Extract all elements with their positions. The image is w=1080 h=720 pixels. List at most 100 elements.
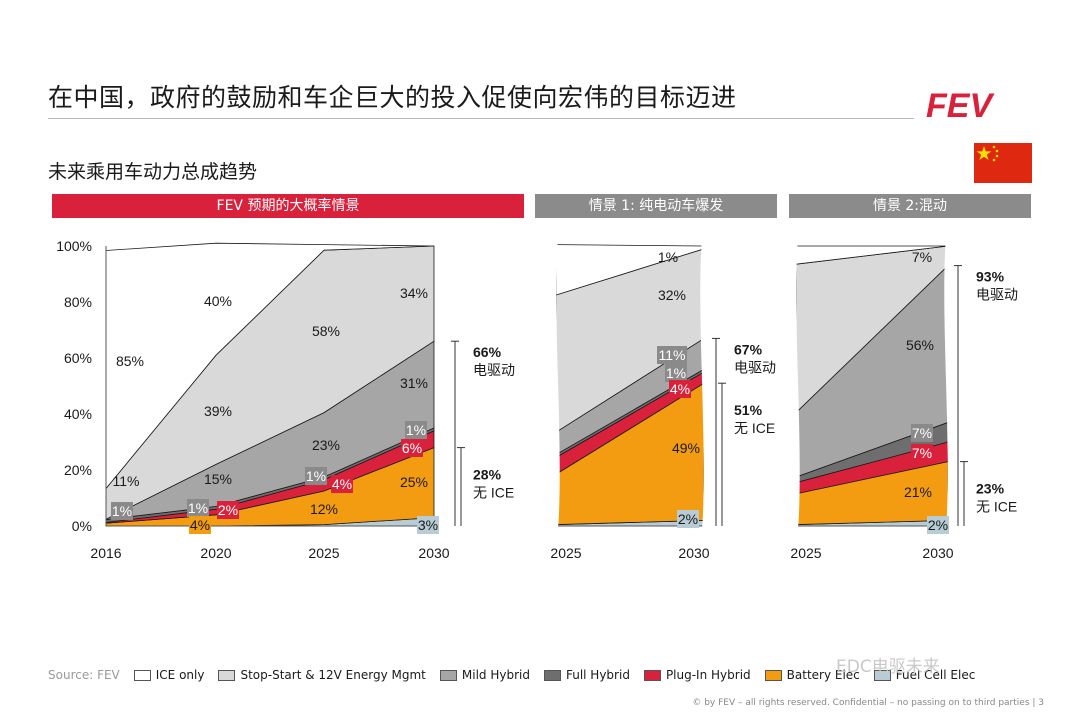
data-label: 1% [306, 468, 326, 484]
area-ice-panel-2 [556, 244, 704, 296]
legend-label-bev: Battery Elec [786, 668, 860, 682]
legend-swatch-ss [218, 669, 236, 681]
data-label: 31% [400, 375, 428, 391]
data-label-bg [665, 364, 687, 382]
y-tick-label: 0% [72, 518, 92, 534]
data-label: 1% [112, 503, 132, 519]
data-label-bg [305, 467, 327, 485]
fev-logo: FEV [926, 87, 995, 124]
banner-main-scenario: FEV 预期的大概率情景 [52, 194, 524, 218]
data-label-bg [669, 380, 691, 398]
data-label-bg [187, 499, 209, 517]
legend-item-ice: ICE only [133, 668, 205, 682]
legend-label-phev: Plug-In Hybrid [665, 668, 751, 682]
x-tick-label: 2016 [90, 545, 121, 561]
legend-item-full: Full Hybrid [543, 668, 630, 682]
legend-label-ice: ICE only [155, 668, 205, 682]
data-label: 7% [912, 249, 932, 265]
legend-swatch-ice [133, 669, 151, 681]
data-label-bg [657, 346, 687, 364]
legend-item-ss: Stop-Start & 12V Energy Mgmt [218, 668, 426, 682]
data-label: 11% [113, 473, 140, 489]
legend-label-mild: Mild Hybrid [461, 668, 530, 682]
bracket-pct-electric: 67% [734, 341, 763, 357]
data-label: 21% [904, 484, 932, 500]
data-label: 7% [912, 425, 932, 441]
legend-swatch-mild [439, 669, 457, 681]
fev-logo-text: FEV [926, 87, 995, 124]
data-label: 56% [906, 337, 934, 353]
bracket-text-electric: 电驱动 [734, 359, 776, 375]
bracket-pct-electric: 93% [976, 269, 1005, 285]
data-label: 34% [400, 285, 428, 301]
data-label: 1% [188, 500, 208, 516]
data-label: 1% [666, 365, 686, 381]
y-tick-label: 80% [64, 294, 92, 310]
data-label-bg [217, 501, 239, 519]
x-tick-label: 2025 [790, 545, 821, 561]
legend-swatch-full [543, 669, 561, 681]
y-tick-label: 100% [56, 238, 92, 254]
data-label: 85% [116, 353, 144, 369]
bracket-text-no-ice: 无 ICE [734, 420, 775, 436]
bracket-pct-no-ice: 23% [976, 481, 1005, 497]
bracket-pct-no-ice: 51% [734, 402, 763, 418]
legend-item-bev: Battery Elec [764, 668, 860, 682]
banner-scenario-1: 情景 1: 纯电动车爆发 [535, 194, 777, 218]
x-tick-label: 2020 [200, 545, 231, 561]
data-label: 6% [402, 440, 422, 456]
data-label: 2% [928, 517, 948, 533]
x-tick-label: 2025 [550, 545, 581, 561]
y-tick-label: 20% [64, 462, 92, 478]
data-label-bg [405, 421, 427, 439]
section-subtitle: 未来乘用车动力总成趋势 [48, 161, 258, 183]
data-label-bg [927, 516, 949, 534]
data-label-bg [189, 516, 211, 534]
data-label: 11% [659, 347, 686, 363]
data-label-bg [111, 502, 133, 520]
data-label-bg [401, 439, 423, 457]
banner-scenario-2: 情景 2:混动 [789, 194, 1031, 218]
area-group-panel-3 [796, 245, 948, 527]
area-group-panel-2 [556, 244, 704, 527]
legend-swatch-phev [643, 669, 661, 681]
legend-label-ss: Stop-Start & 12V Energy Mgmt [240, 668, 426, 682]
data-label: 2% [678, 511, 698, 527]
data-label: 23% [312, 437, 340, 453]
y-tick-label: 60% [64, 350, 92, 366]
page-title: 在中国，政府的鼓励和车企巨大的投入促使向宏伟的目标迈进 [48, 83, 737, 112]
legend-label-full: Full Hybrid [565, 668, 630, 682]
data-label-bg [911, 424, 933, 442]
legend: Source: FEV ICE only Stop-Start & 12V En… [48, 668, 989, 682]
powertrain-area-chart: 0% 20% 40% 60% 80% 100% 2016 2020 2025 2030 11% 85%… [56, 238, 1018, 561]
china-flag-icon [974, 143, 1032, 183]
data-label: 40% [204, 293, 232, 309]
data-label: 58% [312, 323, 340, 339]
data-label: 3% [418, 517, 438, 533]
data-label-bg [417, 516, 439, 534]
x-tick-label: 2025 [308, 545, 339, 561]
bracket-text-electric: 电驱动 [976, 287, 1018, 303]
data-label-bg [677, 510, 699, 528]
x-tick-label: 2030 [922, 545, 953, 561]
data-label: 12% [310, 501, 338, 517]
data-label: 2% [218, 502, 238, 518]
legend-label-fcev: Fuel Cell Elec [895, 668, 976, 682]
legend-item-fcev: Fuel Cell Elec [873, 668, 976, 682]
data-label-bg [331, 475, 353, 493]
area-ice-panel-1 [105, 242, 435, 490]
legend-swatch-bev [764, 669, 782, 681]
watermark: EDC电驱未来 [836, 657, 940, 677]
source-note: Source: FEV [48, 668, 120, 682]
legend-swatch-fcev [873, 669, 891, 681]
bracket-text-no-ice: 无 ICE [473, 485, 514, 501]
data-label: 1% [406, 422, 426, 438]
legend-item-phev: Plug-In Hybrid [643, 668, 751, 682]
y-tick-label: 40% [64, 406, 92, 422]
data-label: 15% [204, 471, 232, 487]
bracket-text-no-ice: 无 ICE [976, 499, 1017, 515]
data-label-bg [911, 444, 933, 462]
area-group-panel-1 [105, 242, 435, 527]
data-label: 39% [204, 403, 232, 419]
data-label: 1% [658, 249, 678, 265]
